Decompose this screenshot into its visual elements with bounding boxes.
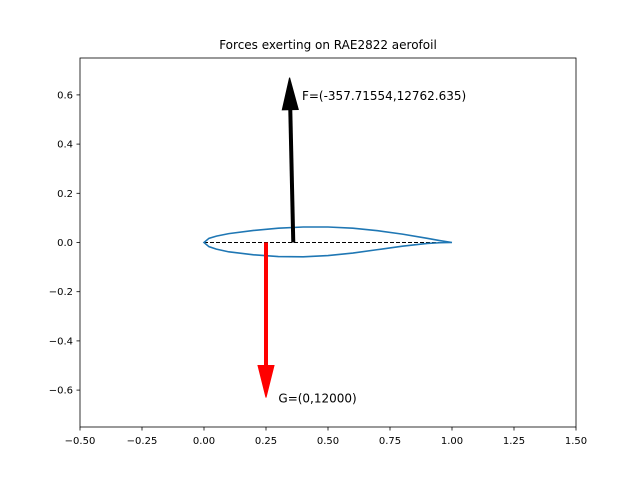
x-tick-label: 1.25 [503, 436, 525, 447]
force-f-arrowhead [281, 77, 299, 111]
force-g-label: G=(0,12000) [278, 391, 356, 405]
force-f-shaft [288, 109, 296, 243]
x-tick-label: −0.50 [65, 436, 96, 447]
x-tick-label: 0.25 [255, 436, 277, 447]
y-tick-label: −0.2 [49, 287, 73, 298]
x-tick-label: 1.00 [441, 436, 463, 447]
y-tick-label: 0.6 [57, 90, 73, 101]
y-tick-label: 0.4 [57, 140, 73, 151]
y-tick-label: 0.2 [57, 189, 73, 200]
chart-title: Forces exerting on RAE2822 aerofoil [219, 38, 437, 52]
x-tick-label: 0.00 [193, 436, 215, 447]
y-tick-label: −0.4 [49, 336, 73, 347]
x-tick-label: 0.50 [317, 436, 339, 447]
x-tick-label: 1.50 [565, 436, 587, 447]
aerofoil-outline [202, 226, 453, 258]
y-tick-label: −0.6 [49, 386, 73, 397]
x-tick-label: 0.75 [379, 436, 401, 447]
force-f-label: F=(-357.71554,12762.635) [302, 89, 466, 103]
x-tick-label: −0.25 [127, 436, 158, 447]
force-g-arrowhead [257, 364, 275, 398]
plot-area: −0.50 −0.25 0.00 0.25 0.50 0.75 1.00 1.25 1.50 −0… [49, 57, 587, 447]
y-tick-label: 0.0 [57, 238, 73, 249]
